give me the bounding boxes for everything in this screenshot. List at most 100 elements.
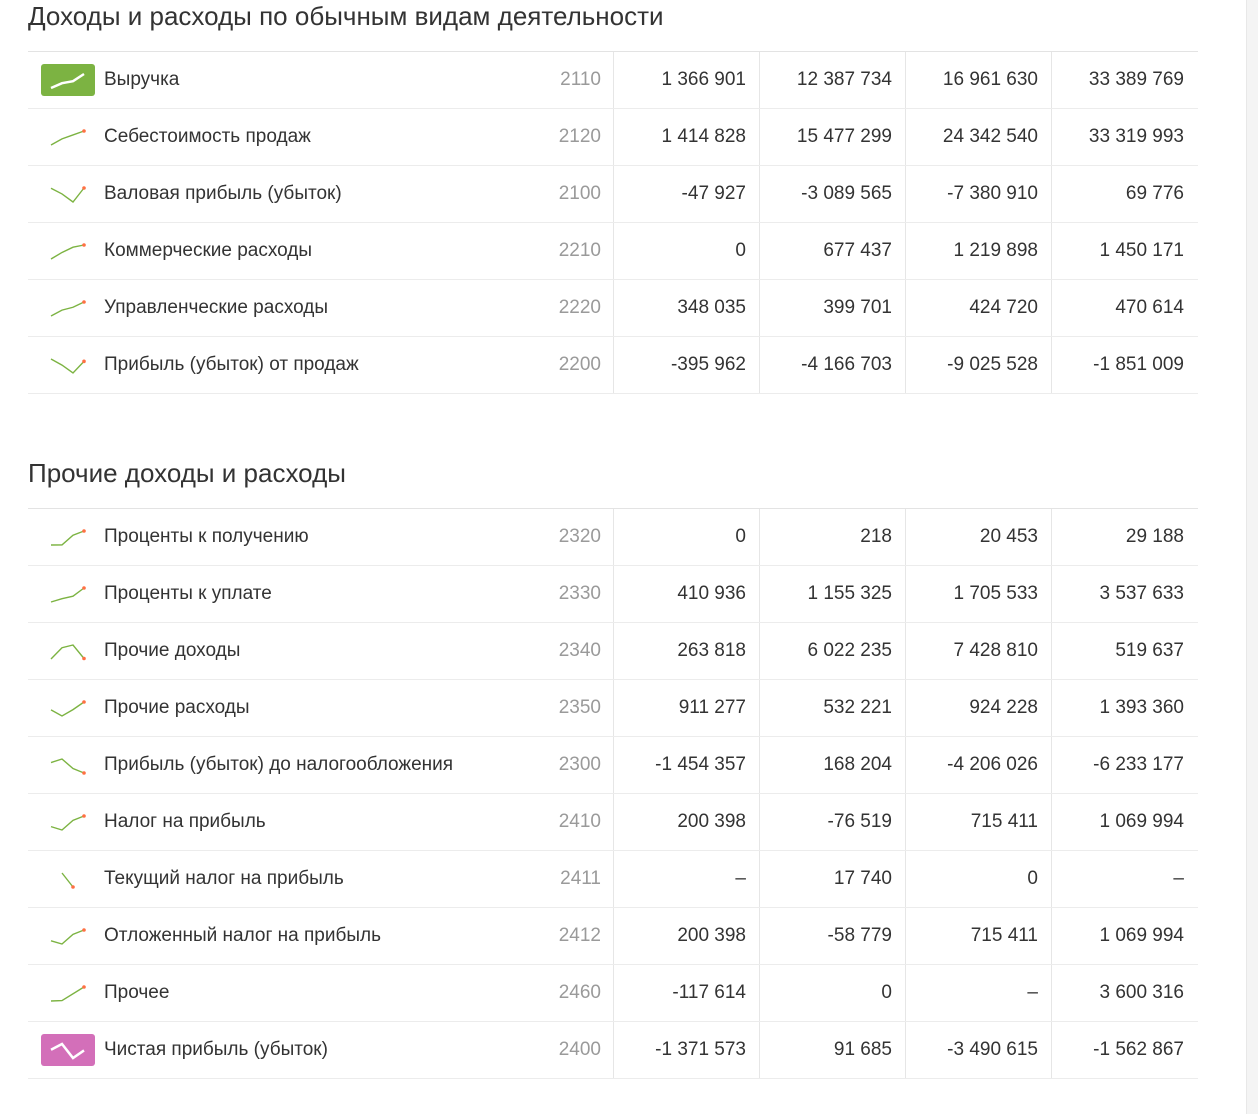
value-cell: -1 562 867 bbox=[1051, 1022, 1196, 1078]
trend-icon bbox=[50, 586, 86, 603]
value-cell: – bbox=[613, 851, 758, 907]
trend-dot bbox=[82, 700, 86, 704]
trend-line bbox=[50, 130, 85, 146]
value-cell: 24 342 540 bbox=[905, 109, 1050, 165]
value-cell: 0 bbox=[905, 851, 1050, 907]
table-row[interactable]: Коммерческие расходы 2210 0 677 437 1 219 89… bbox=[28, 223, 1198, 280]
trend-line bbox=[50, 187, 85, 203]
trend-line bbox=[50, 986, 85, 1002]
trend-line bbox=[50, 701, 85, 717]
value-cell: -7 380 910 bbox=[905, 166, 1050, 222]
row-name: Прочие доходы bbox=[104, 640, 241, 661]
table: Проценты к получению 2320 0 218 20 453 29 188… bbox=[28, 508, 1198, 1079]
value-cell: 470 614 bbox=[1051, 280, 1196, 336]
trend-line bbox=[50, 244, 85, 260]
value-cell: 0 bbox=[759, 965, 904, 1021]
value-cell: 1 414 828 bbox=[613, 109, 758, 165]
value-cell: 0 bbox=[613, 223, 758, 279]
table-row[interactable]: Прибыль (убыток) до налогообложения 2300-… bbox=[28, 737, 1198, 794]
trend-line bbox=[50, 758, 85, 774]
trend-icon bbox=[61, 872, 75, 889]
trend-icon bbox=[50, 644, 86, 661]
trend-line bbox=[50, 358, 85, 374]
value-cell: – bbox=[1051, 851, 1196, 907]
row-code: 2330 bbox=[558, 583, 601, 604]
value-cell: 1 393 360 bbox=[1051, 680, 1196, 736]
value-cell: -6 233 177 bbox=[1051, 737, 1196, 793]
value-cell: -117 614 bbox=[613, 965, 758, 1021]
trend-dot bbox=[71, 885, 75, 889]
row-name: Прочее bbox=[104, 982, 170, 1003]
table-row[interactable]: Выручка 2110 1 366 901 12 387 734 16 961 630… bbox=[28, 52, 1198, 109]
row-code: 2412 bbox=[558, 925, 601, 946]
table-row[interactable]: Чистая прибыль (убыток) 2400 -1 371 573 91 … bbox=[28, 1022, 1198, 1079]
row-name: Себестоимость продаж bbox=[104, 126, 311, 147]
table-row[interactable]: Прочие доходы 2340 263 818 6 022 235 7 428 8… bbox=[28, 623, 1198, 680]
value-cell: 263 818 bbox=[613, 623, 758, 679]
row-name: Коммерческие расходы bbox=[104, 240, 313, 261]
table-row[interactable]: Прочие расходы 2350 911 277 532 221 924 228 1… bbox=[28, 680, 1198, 737]
value-cell: 715 411 bbox=[905, 794, 1050, 850]
trend-line bbox=[50, 587, 85, 603]
table-row[interactable]: Налог на прибыль 2410 200 398 -76 519 715 41… bbox=[28, 794, 1198, 851]
value-cell: 424 720 bbox=[905, 280, 1050, 336]
value-cell: 29 188 bbox=[1051, 509, 1196, 565]
value-cell: 911 277 bbox=[613, 680, 758, 736]
value-cell: -4 206 026 bbox=[905, 737, 1050, 793]
trend-line bbox=[50, 929, 85, 945]
table-row[interactable]: Проценты к получению 2320 0 218 20 453 29 188 bbox=[28, 509, 1198, 566]
trend-dot bbox=[82, 300, 86, 304]
value-cell: 1 705 533 bbox=[905, 566, 1050, 622]
trend-dot bbox=[82, 656, 86, 661]
row-code: 2210 bbox=[558, 240, 601, 261]
value-cell: -3 089 565 bbox=[759, 166, 904, 222]
table-row[interactable]: Отложенный налог на прибыль 2412 200 398 -5… bbox=[28, 908, 1198, 965]
value-cell: 69 776 bbox=[1051, 166, 1196, 222]
row-name: Валовая прибыль (убыток) bbox=[104, 183, 342, 204]
trend-dot bbox=[82, 586, 86, 590]
trend-dot bbox=[82, 129, 86, 133]
table-row[interactable]: Себестоимость продаж 2120 1 414 828 15 477 … bbox=[28, 109, 1198, 166]
value-cell: 399 701 bbox=[759, 280, 904, 336]
value-cell: 1 366 901 bbox=[613, 52, 758, 108]
trend-line bbox=[50, 530, 85, 546]
scrollbar[interactable] bbox=[1246, 0, 1258, 1114]
value-cell: 15 477 299 bbox=[759, 109, 904, 165]
row-code: 2120 bbox=[558, 126, 601, 147]
table-row[interactable]: Прочее 2460 -117 614 0–3 600 316 bbox=[28, 965, 1198, 1022]
value-cell: 91 685 bbox=[759, 1022, 904, 1078]
trend-dot bbox=[82, 985, 86, 989]
value-cell: -47 927 bbox=[613, 166, 758, 222]
value-cell: -1 371 573 bbox=[613, 1022, 758, 1078]
value-cell: -1 851 009 bbox=[1051, 337, 1196, 393]
table-row[interactable]: Валовая прибыль (убыток) 2100 -47 927 -3 08… bbox=[28, 166, 1198, 223]
row-code: 2100 bbox=[558, 183, 601, 204]
value-cell: -1 454 357 bbox=[613, 737, 758, 793]
row-name: Отложенный налог на прибыль bbox=[104, 925, 381, 946]
trend-icon bbox=[50, 243, 86, 260]
value-cell: 1 155 325 bbox=[759, 566, 904, 622]
trend-dot bbox=[82, 928, 86, 932]
row-name: Налог на прибыль bbox=[104, 811, 266, 832]
row-name: Проценты к уплате bbox=[104, 583, 272, 604]
value-cell: 168 204 bbox=[759, 737, 904, 793]
trend-icon bbox=[41, 1034, 95, 1066]
table-row[interactable]: Проценты к уплате 2330 410 936 1 155 325 1 7… bbox=[28, 566, 1198, 623]
row-code: 2411 bbox=[560, 868, 601, 889]
value-cell: – bbox=[905, 965, 1050, 1021]
table-row[interactable]: Управленческие расходы 2220 348 035 399 701… bbox=[28, 280, 1198, 337]
value-cell: 20 453 bbox=[905, 509, 1050, 565]
trend-dot bbox=[82, 771, 86, 775]
trend-dot bbox=[82, 243, 86, 247]
trend-icon bbox=[50, 928, 86, 945]
value-cell: 1 069 994 bbox=[1051, 908, 1196, 964]
row-code: 2340 bbox=[558, 640, 601, 661]
value-cell: 677 437 bbox=[759, 223, 904, 279]
value-cell: 6 022 235 bbox=[759, 623, 904, 679]
trend-dot bbox=[82, 359, 86, 364]
table-row[interactable]: Текущий налог на прибыль 2411–17 740 0– bbox=[28, 851, 1198, 908]
value-cell: -76 519 bbox=[759, 794, 904, 850]
table-row[interactable]: Прибыль (убыток) от продаж 2200 -395 962 -4… bbox=[28, 337, 1198, 394]
value-cell: 200 398 bbox=[613, 908, 758, 964]
